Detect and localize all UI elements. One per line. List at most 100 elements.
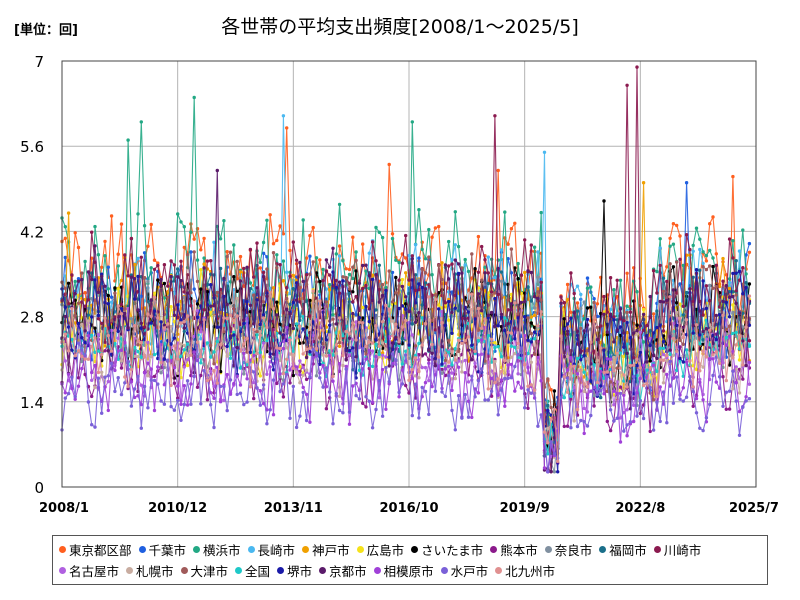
data-point xyxy=(404,383,408,388)
data-point xyxy=(298,324,302,328)
data-point xyxy=(529,383,533,387)
data-point xyxy=(413,356,418,360)
data-point xyxy=(291,366,295,370)
data-point xyxy=(301,327,305,331)
data-point xyxy=(189,315,193,319)
data-point xyxy=(278,372,282,376)
data-point xyxy=(328,390,332,394)
data-point xyxy=(516,380,520,384)
data-point xyxy=(741,228,745,232)
data-point xyxy=(427,227,431,232)
data-point xyxy=(437,307,441,311)
data-point xyxy=(86,270,91,274)
data-point xyxy=(476,336,481,340)
data-point xyxy=(671,265,676,269)
data-point xyxy=(212,368,216,373)
data-point xyxy=(506,359,510,363)
data-point xyxy=(232,288,236,292)
data-point xyxy=(698,247,702,252)
data-point xyxy=(489,360,494,364)
data-point xyxy=(420,267,424,271)
data-point xyxy=(575,284,580,288)
data-point xyxy=(291,384,295,389)
data-point xyxy=(526,384,530,388)
data-point xyxy=(562,424,566,429)
data-point xyxy=(582,370,586,374)
data-point xyxy=(453,376,457,381)
data-point xyxy=(612,315,616,319)
data-point xyxy=(470,252,474,256)
data-point xyxy=(486,334,490,338)
data-point xyxy=(466,415,471,419)
data-point xyxy=(166,291,170,295)
data-point xyxy=(172,319,177,324)
data-point xyxy=(380,293,385,298)
data-point xyxy=(413,344,418,348)
data-point xyxy=(443,263,448,267)
data-point xyxy=(116,376,120,380)
data-point xyxy=(727,280,732,285)
data-point xyxy=(162,383,167,387)
data-point xyxy=(430,273,434,277)
data-point xyxy=(400,325,405,329)
data-point xyxy=(394,322,398,326)
data-point xyxy=(318,336,322,340)
data-point xyxy=(129,317,134,321)
data-point xyxy=(238,383,243,387)
data-point xyxy=(724,335,728,340)
data-point xyxy=(499,312,504,317)
data-point xyxy=(397,260,401,265)
data-point xyxy=(172,408,177,412)
data-point xyxy=(397,339,401,344)
data-point xyxy=(142,251,147,255)
data-point xyxy=(658,246,662,250)
data-point xyxy=(731,387,735,391)
data-point xyxy=(268,319,272,323)
data-point xyxy=(357,281,362,285)
data-point xyxy=(721,365,725,370)
data-point xyxy=(281,346,286,351)
data-point xyxy=(301,279,305,284)
data-point xyxy=(252,353,256,358)
data-point xyxy=(142,355,147,359)
data-point xyxy=(476,391,481,395)
data-point xyxy=(357,368,362,372)
data-point xyxy=(119,392,124,397)
data-point xyxy=(549,440,553,444)
data-point xyxy=(337,244,342,248)
data-point xyxy=(665,279,669,284)
data-point xyxy=(704,355,709,359)
data-point xyxy=(218,369,223,374)
data-point xyxy=(245,363,249,367)
data-point xyxy=(599,364,603,368)
data-point xyxy=(361,286,365,291)
data-point xyxy=(337,408,342,413)
data-point xyxy=(489,376,494,381)
data-point xyxy=(86,400,91,404)
data-point xyxy=(285,346,289,350)
data-point xyxy=(374,342,378,346)
data-point xyxy=(516,372,520,376)
data-point xyxy=(324,407,329,411)
data-point xyxy=(162,326,167,330)
data-point xyxy=(737,433,742,437)
data-point xyxy=(311,289,315,293)
data-point xyxy=(691,389,695,394)
data-point xyxy=(466,380,471,384)
data-point xyxy=(113,341,117,346)
data-point xyxy=(387,269,391,273)
data-point xyxy=(209,403,213,407)
data-point xyxy=(242,372,246,376)
data-point xyxy=(579,326,583,330)
data-point xyxy=(539,298,543,302)
data-point xyxy=(285,357,289,361)
data-point xyxy=(76,349,81,353)
data-point xyxy=(218,384,223,389)
data-point xyxy=(513,364,517,369)
data-point xyxy=(565,329,570,333)
data-point xyxy=(370,298,375,303)
data-point xyxy=(602,370,606,375)
data-point xyxy=(394,258,398,262)
data-point xyxy=(645,368,649,372)
data-point xyxy=(456,309,461,313)
